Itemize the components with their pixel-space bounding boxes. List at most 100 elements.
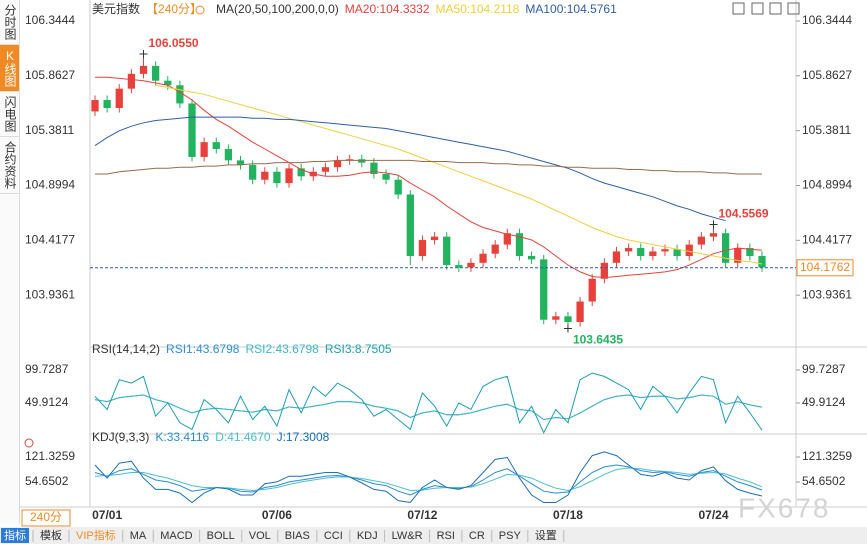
legend-entry: RSI2:43.6798 (245, 342, 319, 356)
sidebar: 分时图 K线图 闪电图 合约资料 (0, 0, 20, 524)
extreme-marker (563, 324, 572, 333)
toolbar-item[interactable]: MA (130, 530, 147, 542)
series-line (95, 159, 762, 175)
toolbar-item[interactable]: 设置 (535, 529, 557, 542)
toolbar-item[interactable]: RSI (437, 530, 455, 542)
tab[interactable]: 闪电图 (0, 92, 19, 137)
legend-entry: MA50:104.2118 (436, 2, 520, 16)
candle-body (261, 171, 269, 180)
x-tick-label: 07/01 (92, 508, 122, 522)
candle-body (503, 233, 511, 245)
y-tick-label: 106.3444 (802, 13, 852, 27)
candle-body (249, 164, 257, 180)
toolbar-item[interactable]: BOLL (207, 530, 235, 542)
y-tick-label: 104.8994 (25, 178, 75, 192)
legend-entry: J:17.3008 (277, 430, 330, 444)
series-line (94, 464, 763, 496)
toolbar-item[interactable]: PSY (499, 530, 522, 542)
candle-body (612, 251, 621, 263)
toolbar-item[interactable]: MACD (160, 530, 192, 542)
candle-body (358, 159, 366, 163)
candle-body (552, 316, 560, 320)
y-tick-label: 104.4177 (802, 232, 852, 246)
toolbar-item[interactable]: KDJ (357, 530, 378, 542)
candle-body (285, 168, 293, 184)
extreme-marker (139, 49, 148, 58)
candle-body (467, 262, 475, 268)
series-line (95, 76, 763, 279)
toolbar-active (1, 528, 29, 543)
settings-icon[interactable] (24, 438, 34, 448)
candle-body (188, 103, 196, 157)
y-tick-label: 49.9124 (802, 395, 846, 409)
candle-body (224, 148, 233, 161)
candle-body (576, 301, 584, 323)
candle-body (588, 278, 596, 302)
candle-body (600, 262, 608, 279)
candle-body (115, 88, 123, 109)
toolbar-item[interactable]: 模板 (40, 528, 62, 542)
candle-body (91, 100, 99, 112)
candle-body (212, 142, 220, 149)
y-tick-label: 104.8994 (802, 178, 852, 192)
ma-settings-icon[interactable] (195, 5, 205, 15)
toolbar-item[interactable]: CR (469, 530, 485, 542)
y-tick-label: 54.6502 (25, 474, 69, 488)
x-tick-label: 07/12 (407, 508, 437, 522)
x-tick-label: 07/24 (698, 508, 728, 522)
candle-body (540, 259, 548, 320)
x-tick-label: 07/06 (262, 508, 292, 522)
toolbar-item[interactable]: CCI (324, 530, 343, 542)
watermark: FX678 (738, 492, 831, 523)
last-price-label: 104.1762 (800, 260, 850, 274)
extreme-label: 106.0550 (149, 36, 199, 50)
series-line (94, 372, 763, 434)
y-tick-label: 121.3259 (25, 449, 75, 463)
toolbar-item[interactable]: VOL (249, 530, 271, 542)
legend-entry: RSI1:43.6798 (166, 342, 240, 356)
candle-body (479, 253, 487, 263)
y-tick-label: 99.7287 (802, 362, 846, 376)
tab[interactable]: 合约资料 (0, 137, 19, 194)
period-label[interactable]: 240分 (30, 510, 62, 524)
y-tick-label: 99.7287 (25, 362, 69, 376)
toolbar-item[interactable]: 指标 (4, 528, 26, 542)
toolbar-icons[interactable] (732, 2, 800, 15)
tab[interactable]: 分时图 (0, 0, 19, 45)
toolbar-item[interactable]: VIP指标 (76, 528, 116, 542)
candle-body (200, 142, 208, 157)
candle-body (430, 236, 439, 241)
y-tick-label: 105.8627 (802, 68, 852, 82)
series-line (94, 467, 763, 492)
candle-body (515, 233, 524, 256)
last-price-box (796, 259, 854, 277)
candle-body (455, 265, 463, 268)
panel-title: KDJ(9,3,3) (92, 430, 149, 444)
panel-title: 美元指数 (92, 1, 140, 16)
candle-body (127, 73, 136, 89)
candle-body (709, 233, 718, 237)
y-tick-label: 104.4177 (25, 232, 75, 246)
toolbar-bg (0, 527, 867, 544)
candle-body (661, 249, 669, 252)
y-tick-label: 105.3811 (25, 123, 74, 137)
tab[interactable]: K线图 (0, 45, 19, 92)
extreme-marker (709, 220, 718, 229)
candle-body (273, 171, 281, 184)
candle-body (443, 236, 451, 266)
toolbar-item[interactable]: LW&R (392, 530, 423, 542)
candle-body (564, 316, 572, 323)
toolbar-item[interactable]: BIAS (285, 530, 310, 542)
candle-body (346, 159, 354, 161)
legend-entry: RSI3:8.7505 (325, 342, 392, 356)
y-tick-label: 103.9361 (25, 287, 75, 301)
y-tick-label: 106.3444 (25, 13, 75, 27)
extreme-label: 104.5569 (718, 207, 768, 221)
candle-body (649, 251, 657, 256)
y-tick-label: 105.3811 (802, 123, 851, 137)
candle-body (236, 160, 245, 165)
candle-body (176, 85, 184, 104)
period-box[interactable] (21, 509, 71, 527)
